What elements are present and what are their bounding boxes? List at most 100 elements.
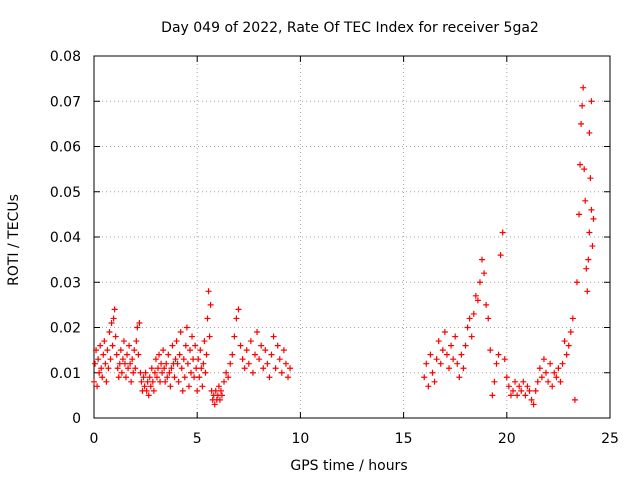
data-point	[150, 387, 157, 394]
data-point	[184, 360, 191, 367]
y-tick-label: 0.08	[50, 49, 81, 65]
data-point	[468, 333, 475, 340]
data-point	[565, 342, 572, 349]
data-point	[175, 378, 182, 385]
grid	[94, 56, 610, 418]
data-point	[107, 356, 114, 363]
data-point	[571, 396, 578, 403]
data-point	[487, 347, 494, 354]
data-point	[499, 229, 506, 236]
data-point	[206, 333, 213, 340]
data-point	[143, 387, 150, 394]
data-point	[516, 383, 523, 390]
data-point	[133, 338, 140, 345]
x-tick-label: 20	[498, 431, 516, 447]
data-point	[145, 392, 152, 399]
data-point	[181, 374, 188, 381]
data-point	[578, 120, 585, 127]
data-point	[555, 365, 562, 372]
data-point	[518, 387, 525, 394]
data-point	[106, 329, 113, 336]
data-point	[205, 288, 212, 295]
data-point	[195, 356, 202, 363]
data-point	[179, 387, 186, 394]
data-point	[547, 360, 554, 367]
data-point	[160, 347, 167, 354]
data-point	[131, 347, 138, 354]
data-point	[168, 365, 175, 372]
data-point	[193, 365, 200, 372]
data-point	[507, 392, 514, 399]
data-point	[268, 351, 275, 358]
data-point	[249, 369, 256, 376]
data-point	[192, 342, 199, 349]
data-point	[94, 383, 101, 390]
data-point	[431, 378, 438, 385]
data-point	[156, 351, 163, 358]
data-point	[178, 365, 185, 372]
data-point	[190, 356, 197, 363]
data-point	[157, 378, 164, 385]
data-point	[460, 365, 467, 372]
data-point	[98, 365, 105, 372]
data-point	[485, 315, 492, 322]
data-point	[493, 360, 500, 367]
data-point	[276, 356, 283, 363]
data-point	[91, 378, 97, 385]
data-point	[520, 378, 527, 385]
data-point	[483, 301, 490, 308]
data-point	[229, 351, 236, 358]
data-point	[122, 374, 129, 381]
data-point	[446, 365, 453, 372]
data-point	[528, 396, 535, 403]
data-point	[197, 347, 204, 354]
data-point	[158, 360, 165, 367]
data-point	[448, 342, 455, 349]
data-point	[585, 256, 592, 263]
data-point	[151, 369, 158, 376]
data-point	[561, 338, 568, 345]
data-point	[163, 360, 170, 367]
data-point	[489, 392, 496, 399]
data-point	[126, 342, 133, 349]
data-point	[551, 369, 558, 376]
data-point	[180, 356, 187, 363]
data-point	[264, 360, 271, 367]
data-point	[427, 351, 434, 358]
y-tick-label: 0.05	[50, 185, 81, 201]
y-tick-label: 0.04	[50, 230, 81, 246]
data-point	[503, 374, 510, 381]
data-point	[526, 387, 533, 394]
data-point	[102, 360, 109, 367]
data-point	[534, 378, 541, 385]
data-point	[237, 342, 244, 349]
x-axis-label: GPS time / hours	[290, 458, 407, 474]
data-point	[258, 342, 265, 349]
y-axis-label: ROTI / TECUs	[6, 194, 22, 286]
data-point	[567, 329, 574, 336]
data-point	[177, 329, 184, 336]
data-point	[464, 324, 471, 331]
data-point	[153, 374, 160, 381]
data-point	[231, 333, 238, 340]
data-point	[435, 338, 442, 345]
chart-title: Day 049 of 2022, Rate Of TEC Index for r…	[161, 20, 539, 36]
data-point	[201, 338, 208, 345]
data-point	[108, 319, 115, 326]
x-tick-label: 10	[291, 431, 309, 447]
data-point	[239, 356, 246, 363]
data-point	[111, 306, 118, 313]
data-point	[128, 378, 135, 385]
data-point	[172, 356, 179, 363]
data-point	[116, 360, 123, 367]
data-point	[282, 360, 289, 367]
data-point	[137, 369, 144, 376]
data-point	[154, 365, 161, 372]
data-point	[164, 374, 171, 381]
y-tick-label: 0.02	[50, 321, 81, 337]
y-tick-label: 0.01	[50, 366, 81, 382]
data-point	[522, 392, 529, 399]
data-point	[458, 351, 465, 358]
data-point	[569, 315, 576, 322]
